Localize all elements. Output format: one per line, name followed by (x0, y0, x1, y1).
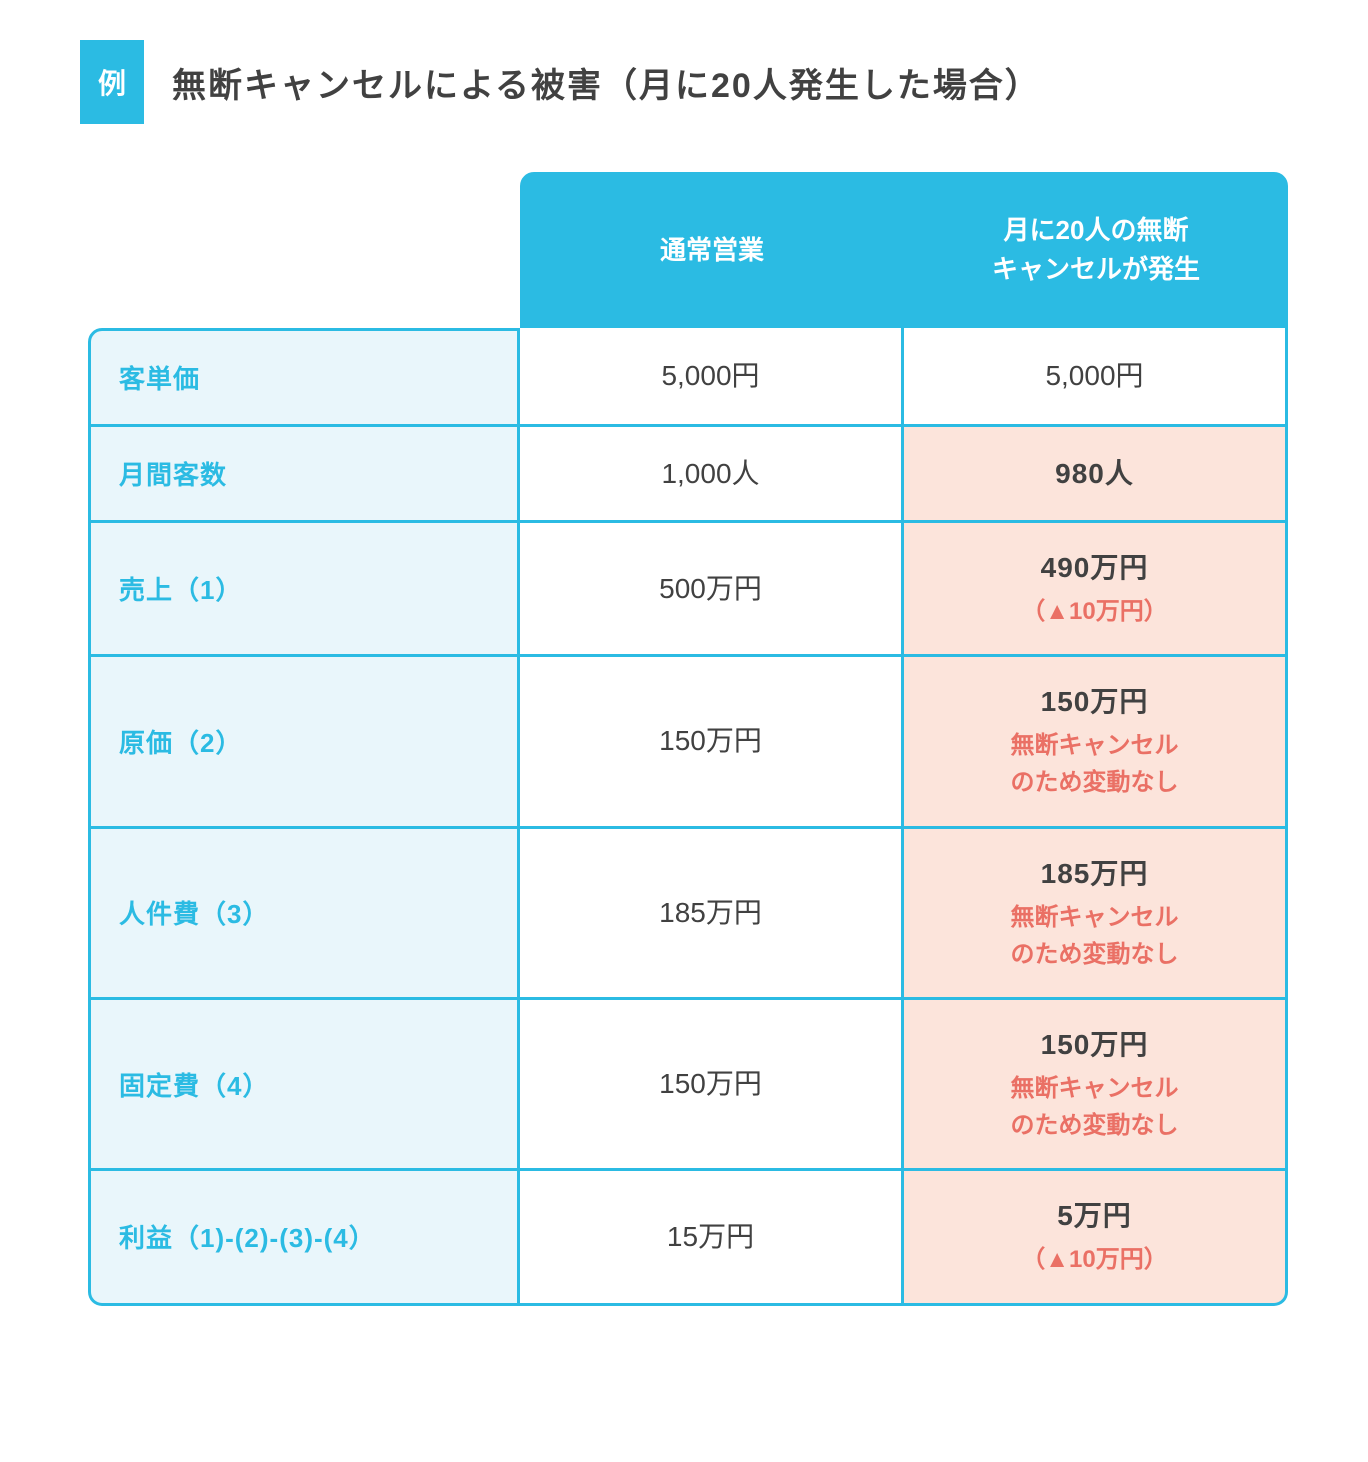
cell-noshow: 150万円無断キャンセルのため変動なし (904, 1000, 1288, 1171)
col-header-normal: 通常営業 (520, 172, 904, 328)
col-header-noshow: 月に20人の無断キャンセルが発生 (904, 172, 1288, 328)
cell-sub-value: 無断キャンセルのため変動なし (920, 899, 1269, 973)
cell-normal: 150万円 (520, 1000, 904, 1171)
table-row: 月間客数1,000人 980人 (88, 427, 1288, 523)
cell-sub-value: （▲10万円） (920, 1241, 1269, 1278)
table-row: 利益（1)-(2)-(3)-(4）15万円 5万円 （▲10万円） (88, 1171, 1288, 1305)
cell-sub-value: （▲10万円） (920, 593, 1269, 630)
row-label: 月間客数 (88, 427, 520, 523)
cell-normal: 5,000円 (520, 328, 904, 427)
cell-main-value: 5万円 (920, 1195, 1269, 1237)
cell-sub-value: 無断キャンセルのため変動なし (920, 727, 1269, 801)
cell-main-value: 490万円 (920, 547, 1269, 589)
cell-normal: 185万円 (520, 829, 904, 1000)
cell-noshow: 980人 (904, 427, 1288, 523)
cell-sub-value: 無断キャンセルのため変動なし (920, 1070, 1269, 1144)
cell-main-value: 150万円 (920, 1024, 1269, 1066)
page-title: 無断キャンセルによる被害（月に20人発生した場合） (172, 58, 1041, 107)
cell-noshow: 5,000円 (904, 328, 1288, 427)
header: 例 無断キャンセルによる被害（月に20人発生した場合） (80, 40, 1288, 124)
table-row: 原価（2）150万円150万円無断キャンセルのため変動なし (88, 657, 1288, 828)
cell-normal: 500万円 (520, 523, 904, 657)
row-label: 利益（1)-(2)-(3)-(4） (88, 1171, 520, 1305)
cell-main-value: 150万円 (920, 681, 1269, 723)
table-corner-empty (88, 172, 520, 328)
cell-noshow: 185万円無断キャンセルのため変動なし (904, 829, 1288, 1000)
table-row: 人件費（3）185万円185万円無断キャンセルのため変動なし (88, 829, 1288, 1000)
cell-main-value: 980人 (920, 453, 1269, 495)
cell-normal: 150万円 (520, 657, 904, 828)
cell-normal: 1,000人 (520, 427, 904, 523)
cell-noshow: 490万円 （▲10万円） (904, 523, 1288, 657)
table-header-row: 通常営業 月に20人の無断キャンセルが発生 (88, 172, 1288, 328)
example-badge: 例 (80, 40, 144, 124)
row-label: 原価（2） (88, 657, 520, 828)
cell-normal: 15万円 (520, 1171, 904, 1305)
row-label: 客単価 (88, 328, 520, 427)
table-row: 客単価5,000円5,000円 (88, 328, 1288, 427)
table-row: 売上（1）500万円 490万円 （▲10万円） (88, 523, 1288, 657)
cell-main-value: 185万円 (920, 853, 1269, 895)
row-label: 人件費（3） (88, 829, 520, 1000)
cell-noshow: 5万円 （▲10万円） (904, 1171, 1288, 1305)
comparison-table: 通常営業 月に20人の無断キャンセルが発生 客単価5,000円5,000円月間客… (88, 172, 1288, 1306)
cell-noshow: 150万円無断キャンセルのため変動なし (904, 657, 1288, 828)
row-label: 売上（1） (88, 523, 520, 657)
cell-main-value: 5,000円 (920, 355, 1269, 397)
row-label: 固定費（4） (88, 1000, 520, 1171)
table-row: 固定費（4）150万円150万円無断キャンセルのため変動なし (88, 1000, 1288, 1171)
